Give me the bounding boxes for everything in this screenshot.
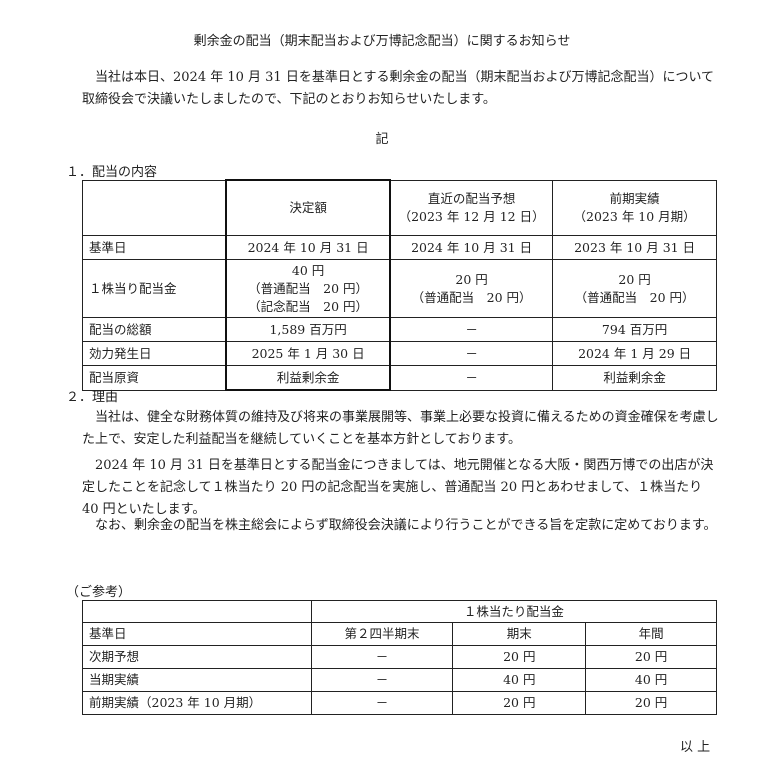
row-label: １株当り配当金 xyxy=(82,259,227,318)
intro-paragraph: 当社は本日、2024 年 10 月 31 日を基準日とする剰余金の配当（期末配当… xyxy=(82,70,715,107)
row-label: 効力発生日 xyxy=(82,341,227,366)
reason-paragraph-1: 当社は、健全な財務体質の維持及び将来の事業展開等、事業上必要な投資に備えるための… xyxy=(82,410,719,447)
column-header: 期末 xyxy=(452,622,587,646)
table-cell: － xyxy=(310,691,454,715)
table-cell: － xyxy=(389,365,554,391)
table-cell: 20 円 xyxy=(452,691,587,715)
table-row: １株当り配当金 40 円 （普通配当 20 円） （記念配当 20 円） 20 円 … xyxy=(82,259,717,318)
table-cell: － xyxy=(389,317,554,342)
closing-text: 以 上 xyxy=(680,740,711,755)
table-row: 配当の総額 1,589 百万円－ 794 百万円 xyxy=(82,317,717,342)
group-header: １株当たり配当金 xyxy=(310,600,718,623)
table-cell: － xyxy=(310,645,454,669)
group-header-row: １株当たり配当金 xyxy=(82,600,718,623)
empty-cell xyxy=(82,600,312,623)
ki-heading: 記 xyxy=(375,132,389,147)
reference-table: １株当たり配当金 基準日 第２四半期末 期末 年間 次期予想－ 20 円 20 円当期実績－ 4… xyxy=(82,600,718,715)
column-header: 直近の配当予想 （2023 年 12 月 12 日） xyxy=(389,179,554,236)
table-cell: － xyxy=(389,341,554,366)
table-cell: 2024 年 1 月 29 日 xyxy=(552,341,717,366)
table-cell: 2023 年 10 月 31 日 xyxy=(552,235,717,260)
table-cell: 40 円 xyxy=(585,668,717,692)
row-label: 配当の総額 xyxy=(82,317,227,342)
table-cell: 1,589 百万円 xyxy=(225,317,391,342)
column-header: 年間 xyxy=(585,622,717,646)
section1-heading: １．配当の内容 xyxy=(66,165,158,180)
table-cell: 20 円 xyxy=(452,645,587,669)
row-label: 次期予想 xyxy=(82,645,312,669)
header-row: 決定額 直近の配当予想 （2023 年 12 月 12 日） 前期実績 （2023 … xyxy=(82,179,717,236)
table-row: 次期予想－ 20 円 20 円 xyxy=(82,645,717,669)
section2-heading: ２．理由 xyxy=(66,390,119,405)
table-cell: 40 円 xyxy=(452,668,587,692)
table-row: 前期実績（2023 年 10 月期）－ 20 円 20 円 xyxy=(82,691,717,715)
table-row: 配当原資 利益剰余金－利益剰余金 xyxy=(82,365,717,391)
table-cell: 2024 年 10 月 31 日 xyxy=(225,235,391,260)
dividend-table: 決定額 直近の配当予想 （2023 年 12 月 12 日） 前期実績 （2023 … xyxy=(82,179,717,391)
table-cell: 2024 年 10 月 31 日 xyxy=(389,235,554,260)
column-header: 決定額 xyxy=(225,179,391,236)
table-cell: 40 円 （普通配当 20 円） （記念配当 20 円） xyxy=(225,259,391,318)
row-label: 基準日 xyxy=(82,235,227,260)
table-cell: 利益剰余金 xyxy=(552,365,717,391)
row-label: 配当原資 xyxy=(82,365,227,391)
column-header: 第２四半期末 xyxy=(310,622,454,646)
table-cell: 20 円 （普通配当 20 円） xyxy=(552,259,717,318)
table-cell: － xyxy=(310,668,454,692)
column-header xyxy=(82,179,227,236)
table-cell: 2025 年 1 月 30 日 xyxy=(225,341,391,366)
table-cell: 20 円 （普通配当 20 円） xyxy=(389,259,554,318)
column-header: 前期実績 （2023 年 10 月期） xyxy=(552,179,717,236)
header-row: 基準日 第２四半期末 期末 年間 xyxy=(82,622,717,646)
table-cell: 794 百万円 xyxy=(552,317,717,342)
table-cell: 20 円 xyxy=(585,645,717,669)
document-title: 剰余金の配当（期末配当および万博記念配当）に関するお知らせ xyxy=(193,34,571,49)
column-header: 基準日 xyxy=(82,622,312,646)
reference-heading: （ご参考） xyxy=(66,585,132,600)
table-row: 当期実績－ 40 円 40 円 xyxy=(82,668,717,692)
table-cell: 20 円 xyxy=(585,691,717,715)
reason-paragraph-3: なお、剰余金の配当を株主総会によらず取締役会決議により行うことができる旨を定款に… xyxy=(95,518,717,533)
row-label: 当期実績 xyxy=(82,668,312,692)
row-label: 前期実績（2023 年 10 月期） xyxy=(82,691,312,715)
table-cell: 利益剰余金 xyxy=(225,365,391,391)
reason-paragraph-2: 2024 年 10 月 31 日を基準日とする配当金につきましては、地元開催とな… xyxy=(82,458,714,517)
table-row: 基準日 2024 年 10 月 31 日 2024 年 10 月 31 日 2023 … xyxy=(82,235,717,260)
table-row: 効力発生日 2025 年 1 月 30 日－ 2024 年 1 月 29 日 xyxy=(82,341,717,366)
